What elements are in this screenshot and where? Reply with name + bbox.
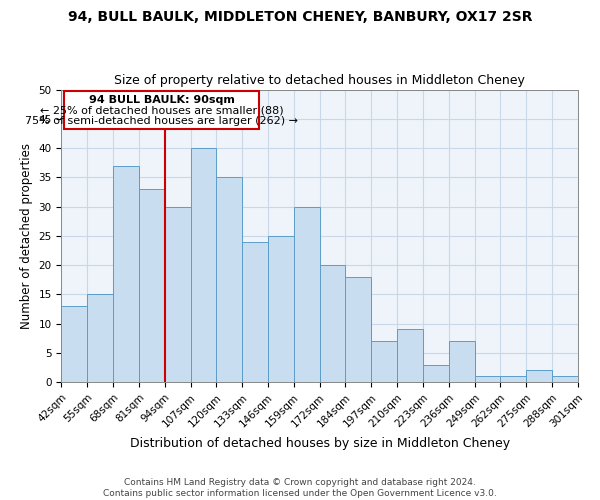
Text: 75% of semi-detached houses are larger (262) →: 75% of semi-detached houses are larger (… [25,116,298,126]
Bar [371,341,397,382]
Bar [500,376,526,382]
Text: ← 25% of detached houses are smaller (88): ← 25% of detached houses are smaller (88… [40,106,283,116]
Y-axis label: Number of detached properties: Number of detached properties [20,143,33,329]
Text: 94 BULL BAULK: 90sqm: 94 BULL BAULK: 90sqm [89,96,235,106]
Bar [552,376,578,382]
Bar [526,370,552,382]
Bar [165,206,191,382]
Bar [320,265,346,382]
Bar [242,242,268,382]
Title: Size of property relative to detached houses in Middleton Cheney: Size of property relative to detached ho… [114,74,525,87]
Bar [346,277,371,382]
Text: Contains HM Land Registry data © Crown copyright and database right 2024.
Contai: Contains HM Land Registry data © Crown c… [103,478,497,498]
Text: 94, BULL BAULK, MIDDLETON CHENEY, BANBURY, OX17 2SR: 94, BULL BAULK, MIDDLETON CHENEY, BANBUR… [68,10,532,24]
FancyBboxPatch shape [64,90,259,130]
X-axis label: Distribution of detached houses by size in Middleton Cheney: Distribution of detached houses by size … [130,437,510,450]
Bar [217,178,242,382]
Bar [191,148,217,382]
Bar [397,330,423,382]
Bar [475,376,500,382]
Bar [87,294,113,382]
Bar [423,364,449,382]
Bar [139,189,165,382]
Bar [294,206,320,382]
Bar [449,341,475,382]
Bar [268,236,294,382]
Bar [113,166,139,382]
Bar [61,306,87,382]
